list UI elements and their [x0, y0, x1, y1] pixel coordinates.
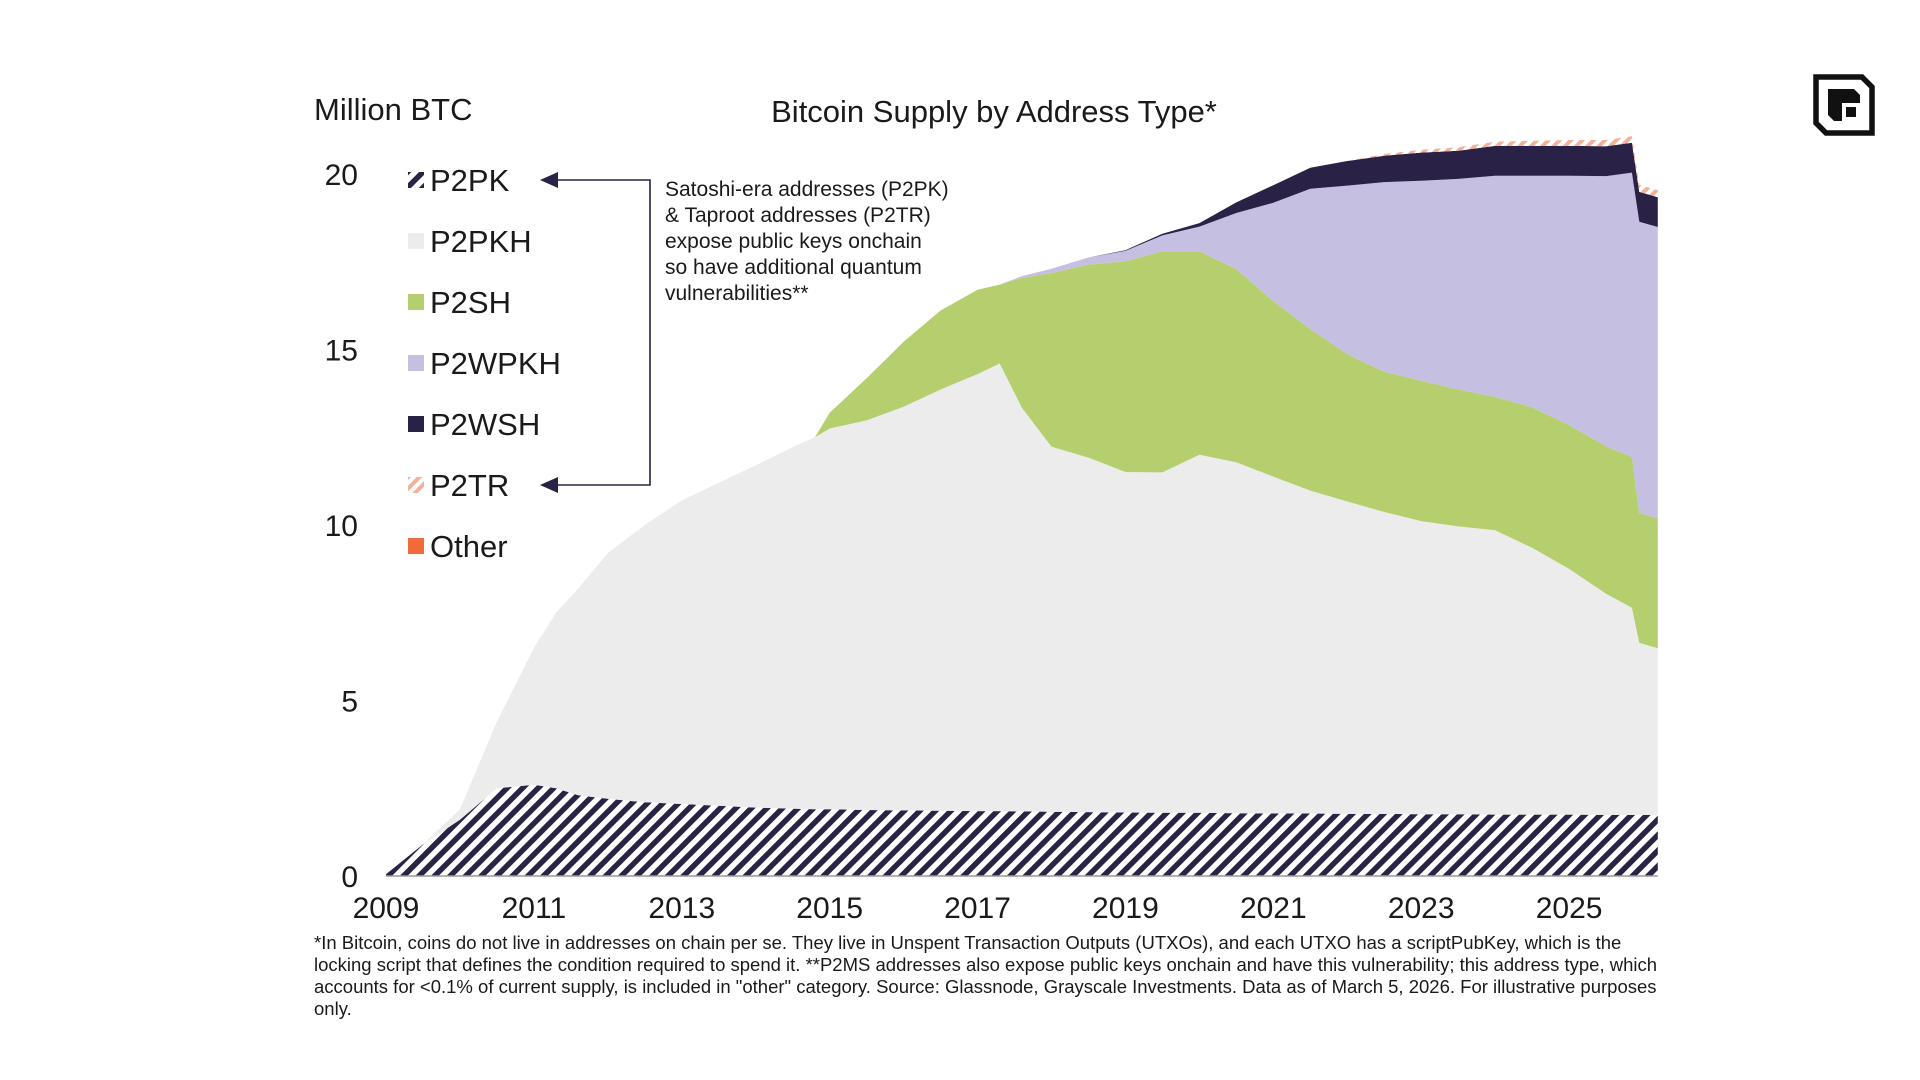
legend-label-p2tr: P2TR	[430, 468, 509, 503]
legend-swatch-other	[408, 538, 424, 554]
x-tick-label-2009: 2009	[353, 892, 420, 925]
legend-label-p2wpkh: P2WPKH	[430, 346, 561, 381]
logo-notch-fill	[1846, 107, 1856, 117]
plot-area	[386, 136, 1658, 876]
x-tick-label-2025: 2025	[1536, 892, 1603, 925]
legend-label-p2sh: P2SH	[430, 285, 511, 320]
annotation: Satoshi-era addresses (P2PK) & Taproot ad…	[540, 172, 949, 493]
logo-outer-shape	[1813, 74, 1875, 136]
x-tick-label-2017: 2017	[944, 892, 1011, 925]
chart-title: Bitcoin Supply by Address Type*	[771, 94, 1217, 129]
axes: 2009 2011 2013 2015 2017 2019 2021 2023 20250510…	[325, 159, 1658, 925]
area-p2pk	[386, 784, 1658, 876]
annotation-line: Satoshi-era addresses (P2PK)	[665, 178, 949, 201]
legend: P2PK P2PKH P2SH P2WPKH P2WSH P2TR Other	[408, 163, 561, 564]
y-tick-label-0: 0	[341, 861, 358, 894]
legend-swatch-p2wpkh	[408, 355, 424, 371]
y-tick-label-15: 15	[325, 335, 358, 368]
legend-label-other: Other	[430, 529, 508, 564]
y-tick-label-10: 10	[325, 510, 358, 543]
area-p2sh	[386, 251, 1658, 875]
legend-label-p2pkh: P2PKH	[430, 224, 532, 259]
x-tick-label-2019: 2019	[1092, 892, 1159, 925]
annotation-text: Satoshi-era addresses (P2PK) & Taproot ad…	[665, 178, 949, 305]
annotation-line: so have additional quantum	[665, 256, 922, 279]
y-tick-label-5: 5	[341, 686, 358, 719]
annotation-arrow-p2pk	[540, 172, 558, 188]
annotation-arrow-p2tr	[540, 477, 558, 493]
legend-swatch-p2wsh	[408, 416, 424, 432]
x-tick-label-2011: 2011	[502, 892, 567, 925]
grayscale-logo	[1813, 74, 1875, 136]
y-tick-label-20: 20	[325, 159, 358, 192]
annotation-line: vulnerabilities**	[665, 282, 809, 305]
legend-swatch-p2tr	[408, 477, 424, 493]
legend-swatch-p2pk	[408, 172, 424, 188]
x-tick-label-2015: 2015	[796, 892, 863, 925]
area-p2pkh	[386, 363, 1658, 875]
annotation-bracket	[554, 179, 651, 486]
x-tick-label-2021: 2021	[1240, 892, 1307, 925]
x-tick-label-2023: 2023	[1388, 892, 1455, 925]
annotation-line: & Taproot addresses (P2TR)	[665, 204, 931, 227]
x-tick-label-2013: 2013	[648, 892, 715, 925]
legend-swatch-p2sh	[408, 294, 424, 310]
annotation-line: expose public keys onchain	[665, 230, 922, 253]
legend-label-p2pk: P2PK	[430, 163, 510, 198]
area-p2wpkh	[386, 172, 1658, 875]
legend-label-p2wsh: P2WSH	[430, 407, 540, 442]
legend-swatch-p2pkh	[408, 233, 424, 249]
footnote: *In Bitcoin, coins do not live in addres…	[314, 932, 1658, 1019]
y-axis-label: Million BTC	[314, 92, 472, 127]
